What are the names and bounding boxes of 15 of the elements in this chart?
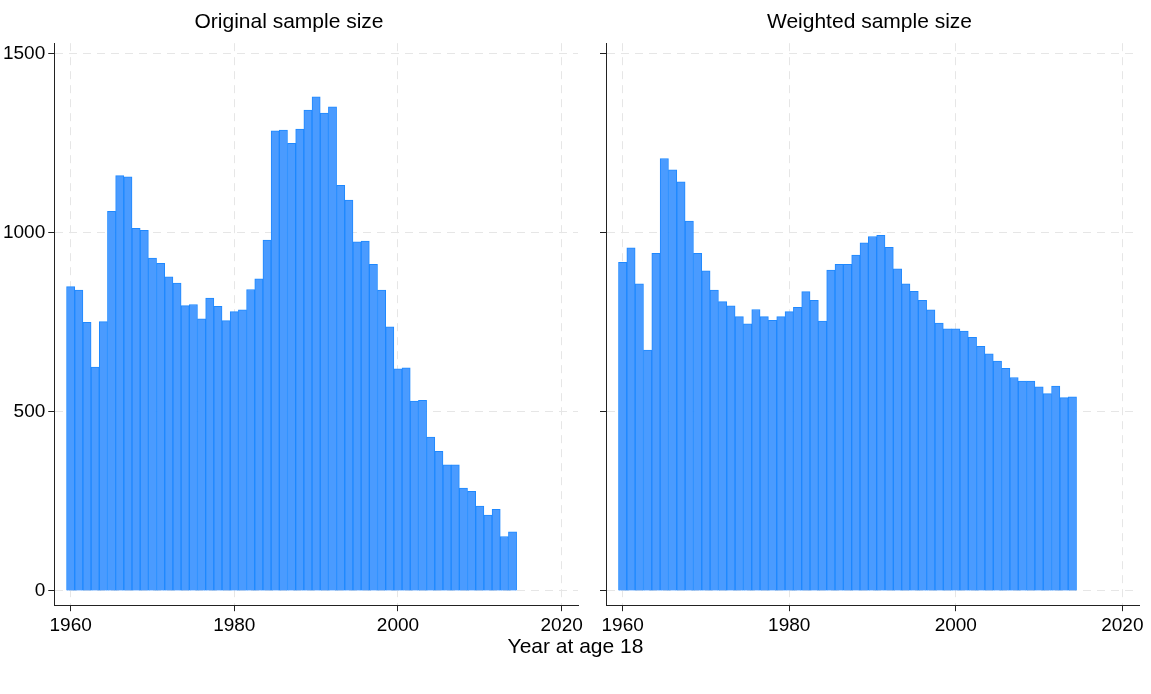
chart-title: Weighted sample size [766, 9, 973, 33]
y-tick-label: 500 [13, 400, 46, 422]
y-tick-label: 0 [34, 579, 46, 601]
x-tick-label: 2000 [934, 613, 977, 635]
x-tick-label: 1960 [601, 613, 644, 635]
y-tick-label: 1500 [2, 42, 46, 64]
chart-title: Original sample size [194, 9, 384, 33]
x-tick-label: 1980 [213, 613, 256, 635]
x-tick-label: 2020 [1101, 613, 1144, 635]
x-axis-title: Year at age 18 [506, 634, 645, 658]
x-tick-label: 1980 [768, 613, 811, 635]
x-tick-label: 1960 [49, 613, 92, 635]
x-tick-label: 2000 [376, 613, 420, 635]
x-tick-label: 2020 [540, 613, 583, 635]
y-tick-label: 1000 [2, 221, 46, 243]
